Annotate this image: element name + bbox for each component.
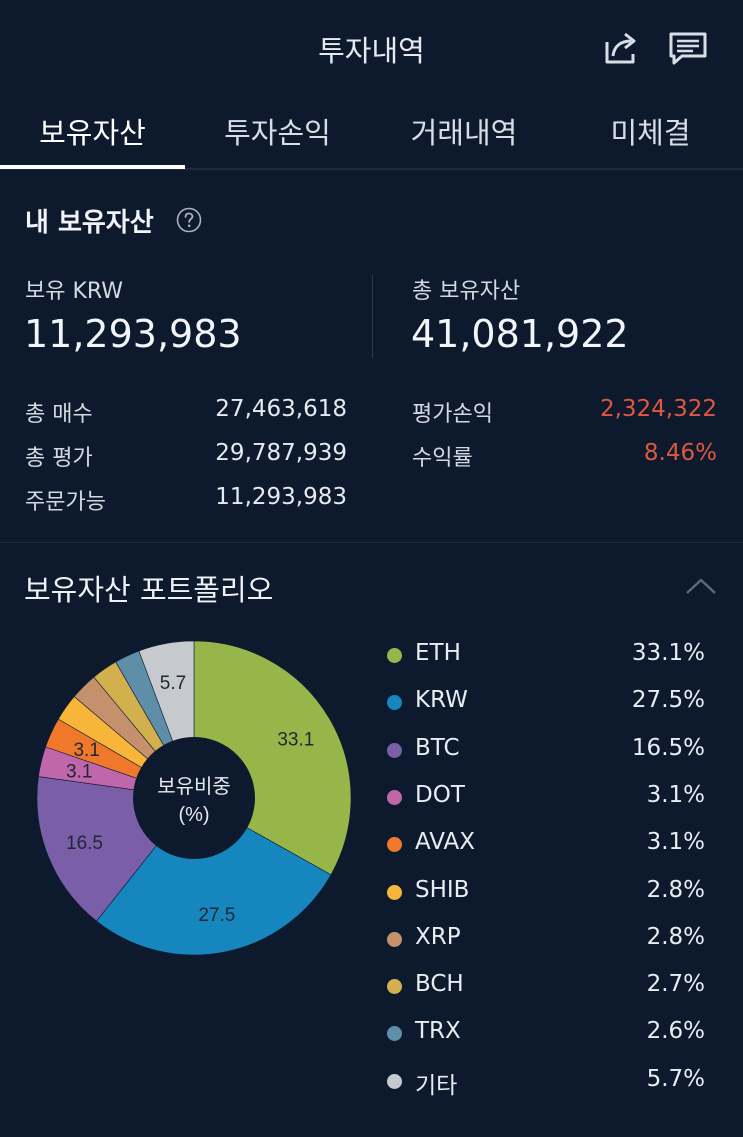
section-divider: [0, 542, 743, 543]
slice-krw: [96, 797, 332, 956]
legend-item-dot: DOT 3.1%: [385, 778, 705, 818]
eval-profit-value: 2,324,322: [599, 396, 717, 422]
legend-name: BTC: [415, 734, 460, 761]
legend-item-기타: 기타 5.7%: [385, 1062, 705, 1102]
eval-profit-label: 평가손익: [412, 402, 493, 427]
slice-label-eth: 33.1: [277, 729, 314, 750]
legend-item-btc: BTC 16.5%: [385, 731, 705, 771]
total-eval-label: 총 평가: [25, 446, 93, 471]
tab-pending-orders[interactable]: 미체결: [610, 116, 691, 150]
legend-percent: 2.7%: [646, 971, 705, 998]
legend-dot: [387, 837, 402, 853]
slice-label-avax: 3.1: [73, 740, 99, 761]
slice-label-기타: 5.7: [160, 673, 186, 694]
legend-dot: [387, 742, 402, 758]
orderable-value: 11,293,983: [215, 484, 347, 510]
legend-name: BCH: [415, 971, 464, 998]
legend-item-eth: ETH 33.1%: [385, 636, 705, 676]
legend-percent: 2.8%: [646, 876, 705, 903]
page-title: 투자내역: [318, 34, 425, 68]
total-eval-value: 29,787,939: [215, 440, 347, 466]
legend-percent: 5.7%: [646, 1065, 705, 1092]
legend-name: 기타: [415, 1072, 458, 1099]
tabs-divider: [0, 168, 743, 170]
portfolio-title: 보유자산 포트폴리오: [24, 573, 274, 607]
question-circle-icon[interactable]: [176, 207, 202, 233]
donut-center-label-1: 보유비중: [157, 775, 231, 798]
legend-name: KRW: [415, 687, 468, 714]
slice-label-btc: 16.5: [66, 833, 103, 854]
legend-item-avax: AVAX 3.1%: [385, 825, 705, 865]
tab-profit-loss[interactable]: 투자손익: [224, 116, 331, 150]
chevron-up-icon[interactable]: [684, 574, 718, 598]
legend-name: ETH: [415, 640, 461, 666]
total-buy-label: 총 매수: [25, 402, 93, 427]
legend-percent: 2.8%: [646, 923, 705, 950]
slice-label-dot: 3.1: [66, 762, 92, 783]
donut-hole: [133, 737, 255, 859]
chat-icon[interactable]: [668, 28, 708, 68]
orderable-label: 주문가능: [25, 490, 106, 515]
legend-dot: [387, 695, 402, 711]
legend-name: DOT: [415, 781, 465, 808]
legend-name: AVAX: [415, 829, 476, 856]
legend-percent: 33.1%: [631, 640, 705, 666]
legend-dot: [387, 1073, 402, 1089]
donut-center-label-2: (%): [178, 804, 209, 826]
share-icon[interactable]: [601, 28, 641, 68]
legend-dot: [387, 789, 402, 805]
holdings-title: 내 보유자산: [25, 208, 154, 238]
legend-dot: [387, 884, 402, 900]
return-rate-value: 8.46%: [643, 440, 717, 466]
legend-percent: 3.1%: [646, 781, 705, 808]
tab-transactions[interactable]: 거래내역: [410, 116, 518, 150]
total-assets-label: 총 보유자산: [412, 279, 521, 304]
legend-item-krw: KRW 27.5%: [385, 683, 705, 723]
tab-holdings[interactable]: 보유자산: [39, 116, 146, 150]
legend-name: SHIB: [415, 876, 470, 903]
return-rate-label: 수익률: [412, 446, 473, 471]
legend-item-xrp: XRP 2.8%: [385, 920, 705, 960]
total-buy-value: 27,463,618: [215, 396, 347, 422]
portfolio-donut-chart: 보유비중 (%) 33.1 27.5 16.5 3.13.1 5.7: [36, 640, 352, 956]
active-tab-indicator: [0, 165, 185, 169]
legend-percent: 3.1%: [646, 829, 705, 856]
legend-item-bch: BCH 2.7%: [385, 967, 705, 1007]
slice-label-krw: 27.5: [198, 905, 235, 926]
legend-item-shib: SHIB 2.8%: [385, 873, 705, 913]
legend-name: XRP: [415, 923, 461, 950]
holdings-divider: [372, 275, 373, 358]
legend-percent: 27.5%: [631, 687, 705, 714]
tab-bar: 보유자산 투자손익 거래내역 미체결: [0, 100, 743, 170]
legend-dot: [387, 1026, 402, 1042]
legend-name: TRX: [415, 1018, 461, 1045]
legend-dot: [387, 979, 402, 995]
krw-label: 보유 KRW: [25, 279, 124, 304]
total-assets-value: 41,081,922: [411, 312, 629, 356]
legend-dot: [387, 931, 402, 947]
krw-value: 11,293,983: [24, 312, 242, 356]
legend-item-trx: TRX 2.6%: [385, 1014, 705, 1054]
header: 투자내역: [0, 0, 743, 95]
legend-percent: 2.6%: [646, 1018, 705, 1045]
legend-dot: [387, 648, 402, 663]
legend-percent: 16.5%: [631, 734, 705, 761]
